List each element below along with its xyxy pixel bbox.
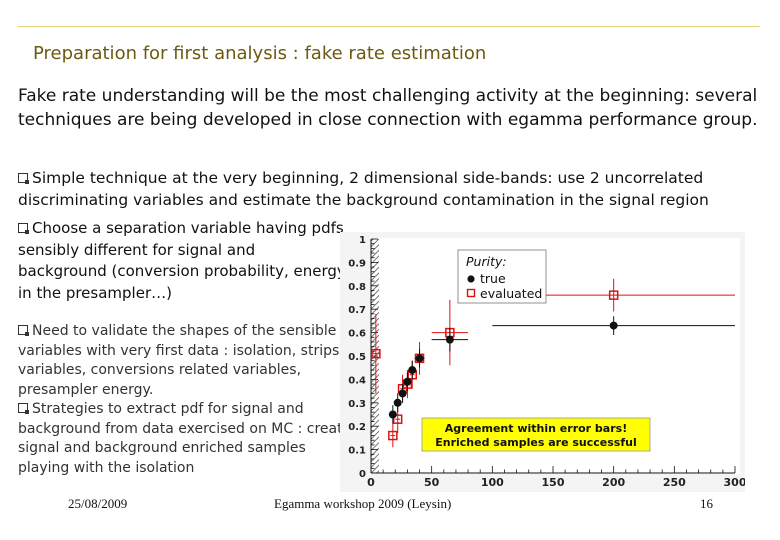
data-point-evaluated [392, 414, 403, 424]
series-true [388, 316, 735, 424]
checkbox-bullet-icon [18, 325, 29, 336]
checkbox-bullet-icon [18, 403, 29, 414]
bullet-side-bands: Simple technique at the very beginning, … [18, 167, 763, 211]
x-tick-label: 300 [724, 476, 745, 489]
checkbox-bullet-icon [18, 223, 29, 234]
y-tick-label: 0.8 [348, 282, 366, 293]
legend-evaluated-label: evaluated [480, 286, 542, 301]
x-tick-label: 100 [481, 476, 504, 489]
data-point-true [445, 335, 454, 344]
slide-title: Preparation for first analysis : fake ra… [33, 43, 487, 64]
legend-title: Purity: [466, 254, 507, 269]
data-point-true [393, 398, 402, 407]
legend-evaluated-marker [466, 288, 476, 298]
y-tick-label: 0.9 [348, 258, 366, 269]
footer-date: 25/08/2009 [68, 496, 128, 511]
data-point-true [408, 366, 417, 375]
y-tick-label: 1 [359, 235, 366, 246]
tick-marks [370, 238, 736, 474]
bullet-separation-variable: Choose a separation variable having pdfs… [18, 218, 348, 304]
annotation-line-1: Agreement within error bars! [445, 422, 627, 435]
data-point-evaluated [371, 348, 381, 359]
bullet-separation-variable-text: Choose a separation variable having pdfs… [18, 219, 346, 302]
bullet-strategies: Strategies to extract pdf for signal and… [18, 400, 353, 478]
data-point-true [403, 377, 412, 386]
y-tick-labels: 0 0.1 0.2 0.3 0.4 0.5 0.6 0.7 0.8 0.9 1 [348, 235, 366, 480]
y-tick-label: 0.4 [348, 375, 366, 386]
bullet-validate-shapes-text: Need to validate the shapes of the sensi… [18, 323, 340, 398]
y-tick-label: 0 [359, 469, 366, 480]
y-tick-label: 0.6 [348, 329, 366, 340]
legend: Purity: true evaluated [457, 249, 547, 304]
x-tick-label: 200 [602, 476, 625, 489]
x-tick-labels: 0 50 100 150 200 250 300 [367, 476, 745, 489]
x-tick-label: 50 [424, 476, 440, 489]
data-point-evaluated [608, 290, 619, 300]
legend-true-label: true [480, 271, 506, 286]
x-tick-label: 0 [367, 476, 375, 489]
y-tick-label: 0.3 [348, 399, 366, 410]
footer-event: Egamma workshop 2009 (Leysin) [274, 496, 452, 511]
annotation-line-2: Enriched samples are successful [435, 436, 636, 449]
data-point-true [415, 354, 424, 363]
data-point-true [388, 410, 397, 419]
data-point-true [609, 321, 618, 330]
checkbox-bullet-icon [18, 173, 29, 184]
intro-paragraph: Fake rate understanding will be the most… [18, 86, 758, 130]
y-tick-label: 0.2 [348, 422, 366, 433]
bullet-side-bands-text: Simple technique at the very beginning, … [18, 169, 709, 209]
data-point-evaluated [388, 430, 398, 441]
y-tick-label: 0.5 [348, 352, 366, 363]
footer-page-number: 16 [700, 496, 713, 511]
annotation: Agreement within error bars! Enriched sa… [421, 417, 651, 452]
y-tick-label: 0.7 [348, 305, 366, 316]
top-rule [18, 26, 760, 27]
x-tick-label: 250 [663, 476, 686, 489]
data-point-true [398, 389, 407, 398]
y-tick-label: 0.1 [348, 446, 366, 457]
purity-chart: 0 50 100 150 200 250 300 0 0.1 0.2 0.3 0.4 0.5 0.6 0.… [340, 232, 745, 492]
x-tick-label: 150 [542, 476, 565, 489]
bullet-strategies-text: Strategies to extract pdf for signal and… [18, 401, 352, 476]
bullet-validate-shapes: Need to validate the shapes of the sensi… [18, 322, 353, 400]
legend-true-marker [467, 275, 475, 283]
annotation-box [421, 417, 651, 452]
